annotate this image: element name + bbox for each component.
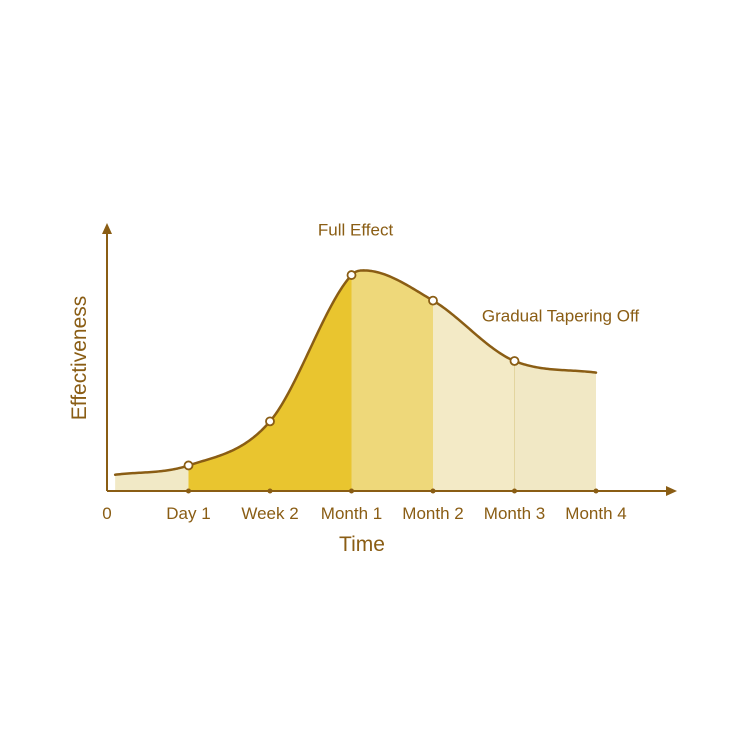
axes-layer [102, 223, 677, 496]
y-axis-title: Effectiveness [68, 296, 91, 421]
data-point-3 [346, 270, 357, 280]
x-tick-label: Day 1 [166, 504, 210, 523]
data-point-5 [509, 356, 520, 366]
x-tick-label: Month 4 [565, 504, 626, 523]
x-tick-label: Month 2 [402, 504, 463, 523]
x-axis-arrow-icon [666, 486, 677, 496]
labels-layer: 0 Day 1 Week 2 Month 1 Month 2 Month 3 Month 4… [68, 221, 639, 556]
x-tick-label: 0 [102, 504, 111, 523]
x-tick-label: Month 1 [321, 504, 382, 523]
x-tick-mark [349, 488, 354, 494]
y-axis-arrow-icon [102, 223, 112, 234]
annotation-full-effect: Full Effect [318, 221, 394, 240]
x-tick-label: Month 3 [484, 504, 545, 523]
x-axis-title: Time [339, 533, 385, 556]
area-band-3 [351, 270, 433, 491]
annotation-tapering: Gradual Tapering Off [482, 307, 639, 326]
area-band-5 [514, 360, 596, 491]
markers-layer [183, 270, 520, 471]
data-point-1 [183, 460, 194, 471]
x-tick-label: Week 2 [241, 504, 298, 523]
x-tick-mark [186, 488, 191, 494]
bands-layer [115, 270, 596, 491]
area-band-4 [433, 300, 515, 491]
area-band-2 [188, 275, 352, 491]
x-tick-mark [430, 488, 436, 494]
area-band-1 [115, 465, 189, 491]
data-point-2 [265, 416, 275, 427]
x-tick-mark [267, 488, 273, 494]
data-point-4 [428, 295, 438, 306]
x-tick-mark [512, 488, 517, 494]
x-tick-mark [593, 488, 599, 494]
